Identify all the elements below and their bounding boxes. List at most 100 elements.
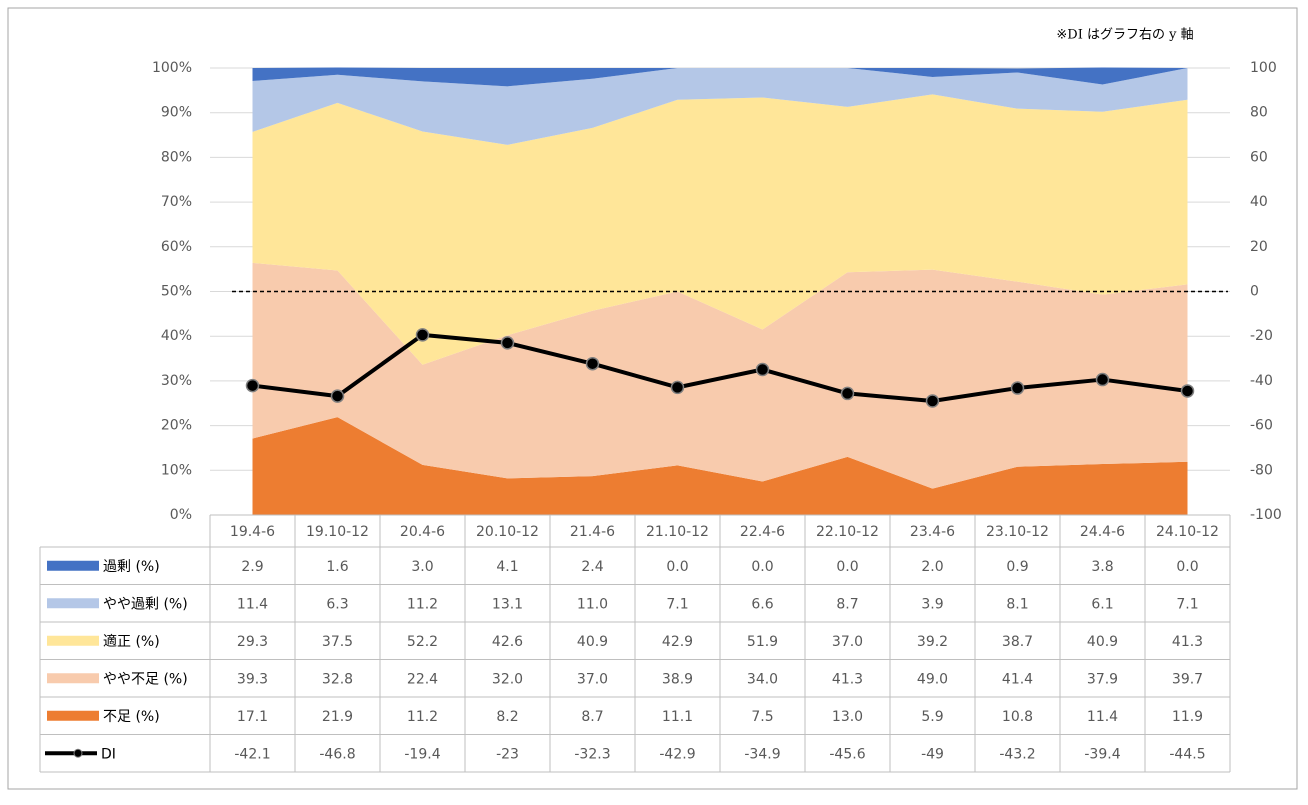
x-tick-label: 21.4-6 xyxy=(570,524,615,540)
table-value: 11.1 xyxy=(662,709,693,725)
y-tick-label: 70% xyxy=(161,194,192,210)
table-value: 51.9 xyxy=(747,634,778,650)
table-value: -19.4 xyxy=(404,746,440,762)
table-value: 40.9 xyxy=(577,634,608,650)
table-value: 34.0 xyxy=(747,671,778,687)
table-value: -45.6 xyxy=(829,746,865,762)
table-value: -43.2 xyxy=(999,746,1035,762)
y-tick-label: 50% xyxy=(161,284,192,300)
table-value: 37.9 xyxy=(1087,671,1118,687)
x-tick-label: 19.4-6 xyxy=(230,524,275,540)
x-tick-label: 20.10-12 xyxy=(476,524,539,540)
y2-tick-label: 80 xyxy=(1250,105,1268,121)
table-value: 0.0 xyxy=(666,559,688,575)
table-value: -46.8 xyxy=(319,746,355,762)
table-value: 41.4 xyxy=(1002,671,1033,687)
table-value: 8.7 xyxy=(581,709,603,725)
table-value: 10.8 xyxy=(1002,709,1033,725)
area xyxy=(252,67,1188,87)
area xyxy=(252,262,1188,489)
table-value: 0.9 xyxy=(1006,559,1028,575)
table-value: -34.9 xyxy=(744,746,780,762)
di-marker xyxy=(925,394,940,408)
table-value: 8.2 xyxy=(496,709,518,725)
area xyxy=(252,68,1188,145)
data-table: 19.4-6 19.10-12 20.4-6 20.10-12 21.4-6 21.10-… xyxy=(39,514,1231,773)
legend-swatch xyxy=(47,710,99,721)
y-tick-label: 0% xyxy=(170,507,192,523)
di-marker xyxy=(245,378,260,393)
overlay xyxy=(232,290,1228,408)
table-value: -39.4 xyxy=(1084,746,1120,762)
table-value: -42.1 xyxy=(234,746,270,762)
di-line xyxy=(252,332,1188,404)
legend-swatch xyxy=(47,598,99,609)
table-value: 3.9 xyxy=(921,596,943,612)
y2-tick-label: -100 xyxy=(1250,507,1282,523)
legend-label: DI xyxy=(101,746,116,762)
table-value: 2.4 xyxy=(581,559,603,575)
x-tick-label: 20.4-6 xyxy=(400,524,445,540)
di-marker xyxy=(1010,381,1025,395)
table-value: 13.0 xyxy=(832,709,863,725)
table-value: 42.6 xyxy=(492,634,523,650)
y-tick-label: 100% xyxy=(152,60,192,76)
table-value: 52.2 xyxy=(407,634,438,650)
table-value: 37.0 xyxy=(577,671,608,687)
table-value: 11.2 xyxy=(407,596,438,612)
annotation: ※DI はグラフ右の y 軸 xyxy=(1056,28,1193,43)
table-value: 40.9 xyxy=(1087,634,1118,650)
y2-tick-label: -80 xyxy=(1250,462,1273,478)
table-value: -42.9 xyxy=(659,746,695,762)
y2-tick-label: 40 xyxy=(1250,194,1268,210)
legend-marker xyxy=(73,748,83,758)
legend-label: やや過剰 (%) xyxy=(103,596,188,612)
legend-label: 過剰 (%) xyxy=(103,559,160,575)
table-value: 2.9 xyxy=(241,559,263,575)
y2-tick-label: -40 xyxy=(1250,373,1273,389)
legend-label: 不足 (%) xyxy=(103,709,160,725)
y2-tick-label: 20 xyxy=(1250,239,1268,255)
y-tick-label: 40% xyxy=(161,328,192,344)
table-value: 7.1 xyxy=(1176,596,1198,612)
table-value: 42.9 xyxy=(662,634,693,650)
table-value: 8.1 xyxy=(1006,596,1028,612)
table-value: 0.0 xyxy=(1176,559,1198,575)
table-value: 2.0 xyxy=(921,559,943,575)
table-value: 6.6 xyxy=(751,596,773,612)
table-value: -23 xyxy=(496,746,519,762)
table-value: 7.1 xyxy=(666,596,688,612)
table-value: 7.5 xyxy=(751,709,773,725)
x-tick-label: 22.10-12 xyxy=(816,524,879,540)
table-value: 41.3 xyxy=(1172,634,1203,650)
di-marker xyxy=(1095,372,1110,387)
x-tick-label: 24.10-12 xyxy=(1156,524,1219,540)
legend-label: 適正 (%) xyxy=(103,633,160,650)
legend-swatch xyxy=(47,673,99,684)
y2-tick-label: 100 xyxy=(1250,60,1277,76)
table-value: 4.1 xyxy=(496,559,518,575)
table-value: 1.6 xyxy=(326,559,348,575)
table-value: 13.1 xyxy=(492,596,523,612)
y-tick-label: 80% xyxy=(161,149,192,165)
table-value: 39.3 xyxy=(237,671,268,687)
table-value: 11.9 xyxy=(1172,709,1203,725)
x-tick-label: 23.10-12 xyxy=(986,524,1049,540)
di-marker xyxy=(500,336,515,350)
x-tick-label: 19.10-12 xyxy=(306,524,369,540)
di-marker xyxy=(585,356,600,371)
table-value: -44.5 xyxy=(1169,746,1205,762)
areas xyxy=(252,67,1188,515)
y-tick-label: 30% xyxy=(161,373,192,389)
table-value: 37.0 xyxy=(832,634,863,650)
table-value: 32.8 xyxy=(322,671,353,687)
table-value: 38.7 xyxy=(1002,634,1033,650)
legend-swatch xyxy=(47,560,99,571)
legend-label: やや不足 (%) xyxy=(103,671,188,687)
table-value: 41.3 xyxy=(832,671,863,687)
table-value: 5.9 xyxy=(921,709,943,725)
table-value: 37.5 xyxy=(322,634,353,650)
table-value: 11.4 xyxy=(1087,709,1118,725)
table-value: 3.0 xyxy=(411,559,433,575)
